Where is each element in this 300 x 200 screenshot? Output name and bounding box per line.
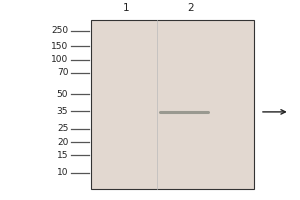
Text: 50: 50: [57, 90, 68, 99]
Text: 2: 2: [187, 3, 194, 13]
Text: 10: 10: [57, 168, 68, 177]
Text: 20: 20: [57, 138, 68, 147]
Text: 70: 70: [57, 68, 68, 77]
Text: 100: 100: [51, 55, 68, 64]
Bar: [91, 20, 254, 189]
Text: 15: 15: [57, 151, 68, 160]
Text: 150: 150: [51, 42, 68, 51]
Text: 1: 1: [123, 3, 130, 13]
Text: 25: 25: [57, 124, 68, 133]
Text: 35: 35: [57, 107, 68, 116]
Text: 250: 250: [51, 26, 68, 35]
